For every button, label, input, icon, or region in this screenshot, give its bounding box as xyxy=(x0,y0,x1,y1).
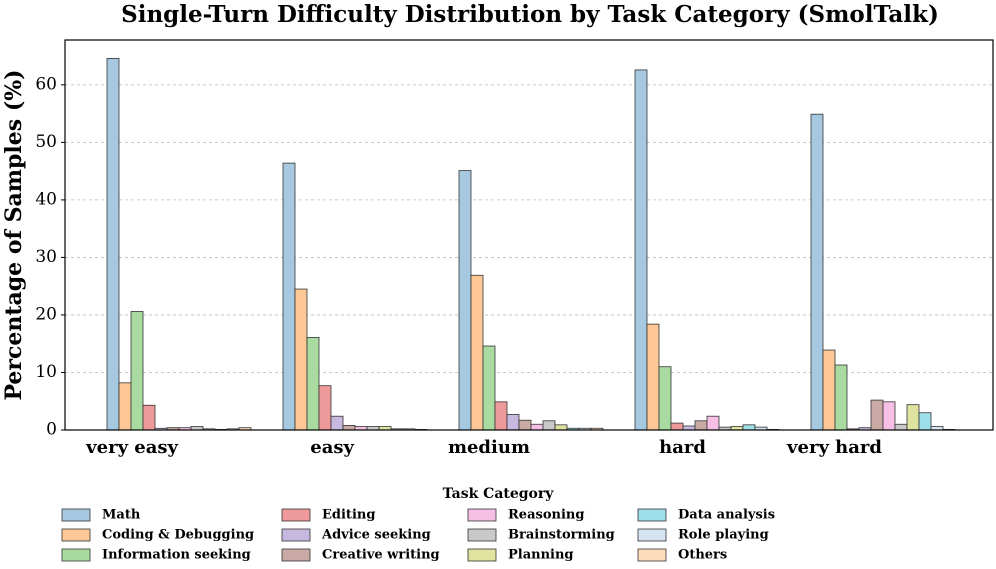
x-tick-label: medium xyxy=(448,437,530,458)
x-tick-label: hard xyxy=(659,437,706,458)
y-tick-label: 30 xyxy=(35,247,57,267)
legend-label: Advice seeking xyxy=(321,528,431,543)
bar xyxy=(670,422,684,431)
chart-title: Single-Turn Difficulty Distribution by T… xyxy=(121,1,939,28)
plot-frame xyxy=(64,39,994,431)
legend-label: Information seeking xyxy=(102,548,251,563)
y-tick-label: 50 xyxy=(35,132,57,152)
legend-swatch xyxy=(467,528,497,542)
bar xyxy=(494,401,508,431)
legend-label: Others xyxy=(678,548,727,563)
legend-swatch xyxy=(281,508,311,522)
bar xyxy=(306,336,320,431)
legend-swatch xyxy=(61,528,91,542)
bar xyxy=(918,412,932,431)
legend-swatch xyxy=(467,548,497,562)
bar xyxy=(682,425,696,431)
y-tick-label: 40 xyxy=(35,189,57,209)
bar xyxy=(694,420,708,431)
bar xyxy=(834,364,848,431)
bar xyxy=(634,69,648,431)
y-tick-label: 20 xyxy=(35,304,57,324)
bar xyxy=(106,58,120,431)
legend-label: Creative writing xyxy=(322,548,440,563)
legend-label: Data analysis xyxy=(678,508,775,523)
bar xyxy=(458,170,472,431)
bar xyxy=(882,401,896,431)
bar xyxy=(870,399,884,431)
legend-label: Brainstorming xyxy=(508,528,615,543)
bar xyxy=(294,288,308,431)
legend-swatch xyxy=(637,528,667,542)
legend-swatch xyxy=(281,548,311,562)
legend-swatch xyxy=(281,528,311,542)
bar xyxy=(706,415,720,431)
legend-label: Reasoning xyxy=(508,508,584,523)
bar xyxy=(554,424,568,431)
bar xyxy=(142,404,156,431)
bar xyxy=(810,113,824,431)
legend-title: Task Category xyxy=(443,486,555,502)
legend-swatch xyxy=(467,508,497,522)
bar xyxy=(118,382,132,431)
legend-swatch xyxy=(637,548,667,562)
legend-label: Math xyxy=(102,508,141,523)
bar xyxy=(894,423,908,431)
bar xyxy=(906,404,920,431)
legend-label: Role playing xyxy=(678,528,769,543)
bar xyxy=(482,345,496,431)
bar xyxy=(742,424,756,431)
bar xyxy=(646,323,660,431)
bar xyxy=(506,414,520,431)
bar xyxy=(518,419,532,431)
x-tick-label: very easy xyxy=(85,437,178,458)
legend-label: Planning xyxy=(508,548,574,563)
y-tick-label: 0 xyxy=(46,420,57,440)
legend-swatch xyxy=(61,548,91,562)
bar xyxy=(530,423,544,431)
y-axis-label: Percentage of Samples (%) xyxy=(1,69,27,400)
legend-label: Editing xyxy=(322,508,375,523)
bar xyxy=(470,274,484,431)
bar xyxy=(282,162,296,431)
bar xyxy=(130,311,144,431)
x-tick-label: very hard xyxy=(786,437,882,458)
bar xyxy=(318,385,332,431)
y-tick-label: 60 xyxy=(35,74,57,94)
bar xyxy=(658,366,672,431)
bar xyxy=(330,415,344,431)
legend-swatch xyxy=(637,508,667,522)
x-tick-label: easy xyxy=(310,437,354,458)
bar xyxy=(822,349,836,431)
y-tick-label: 10 xyxy=(35,362,57,382)
legend-label: Coding & Debugging xyxy=(102,528,254,543)
bar xyxy=(342,424,356,431)
legend-swatch xyxy=(61,508,91,522)
bar xyxy=(542,420,556,431)
